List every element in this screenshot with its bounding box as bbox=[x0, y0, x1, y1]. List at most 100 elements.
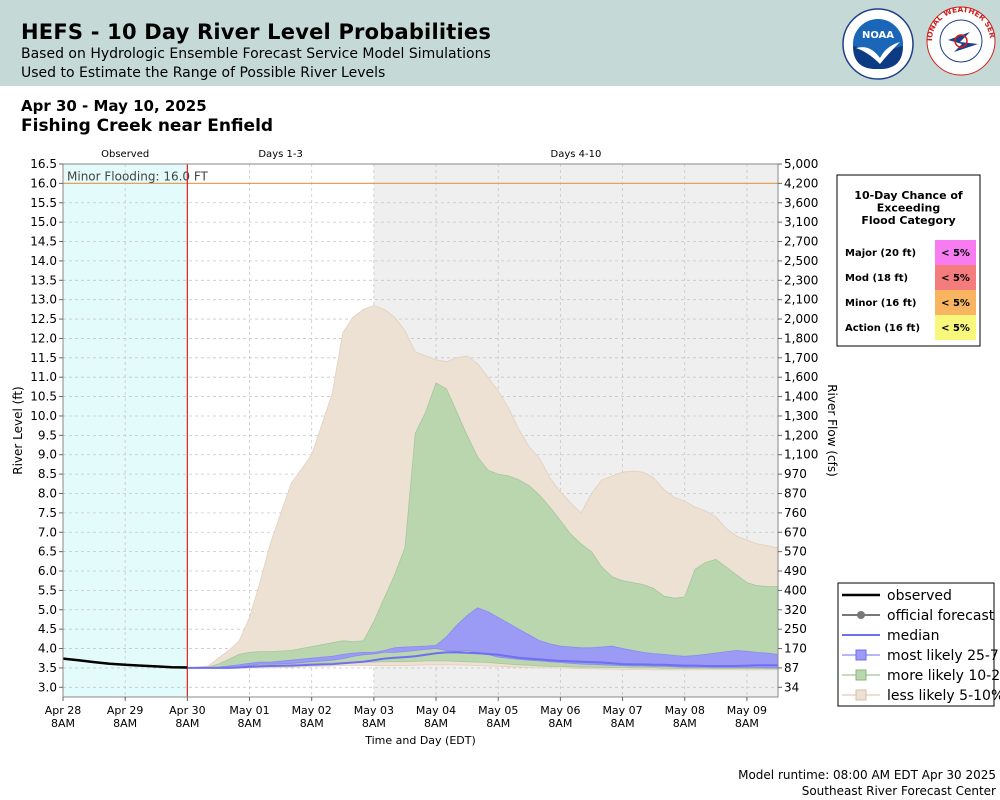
y2-tick-label: 1,400 bbox=[784, 390, 818, 404]
y-tick-label: 11.5 bbox=[30, 351, 57, 365]
x-tick-label: May 06 bbox=[540, 704, 580, 717]
exceed-swatch bbox=[935, 240, 976, 265]
forecast-center: Southeast River Forecast Center bbox=[801, 784, 996, 798]
x-tick-label: May 02 bbox=[292, 704, 332, 717]
y2-tick-label: 4,200 bbox=[784, 176, 818, 190]
y-tick-label: 7.0 bbox=[38, 525, 57, 539]
y-tick-label: 10.0 bbox=[30, 409, 57, 423]
x-axis-label: Time and Day (EDT) bbox=[364, 734, 476, 747]
y2-tick-label: 1,300 bbox=[784, 409, 818, 423]
legend-item-label: observed bbox=[887, 588, 952, 604]
x-tick-sublabel: 8AM bbox=[673, 717, 697, 730]
y2-tick-label: 3,100 bbox=[784, 215, 818, 229]
exceed-row-value: < 5% bbox=[941, 273, 970, 284]
x-tick-label: May 03 bbox=[354, 704, 394, 717]
y-tick-label: 16.5 bbox=[30, 157, 57, 171]
x-tick-sublabel: 8AM bbox=[51, 717, 75, 730]
y-tick-label: 12.0 bbox=[30, 331, 57, 345]
y2-tick-label: 87 bbox=[784, 661, 799, 675]
legend-swatch-box bbox=[855, 669, 867, 681]
y2-tick-label: 1,200 bbox=[784, 428, 818, 442]
y-tick-label: 15.0 bbox=[30, 215, 57, 229]
y-tick-label: 10.5 bbox=[30, 390, 57, 404]
y2-tick-label: 2,100 bbox=[784, 293, 818, 307]
x-tick-label: May 04 bbox=[416, 704, 456, 717]
y-tick-label: 3.0 bbox=[38, 680, 57, 694]
y-tick-label: 12.5 bbox=[30, 312, 57, 326]
y-tick-label: 5.0 bbox=[38, 603, 57, 617]
y-tick-label: 9.0 bbox=[38, 448, 57, 462]
station-name: Fishing Creek near Enfield bbox=[21, 116, 274, 136]
y2-tick-label: 320 bbox=[784, 603, 807, 617]
chart-legend: observed official forecast median most like… bbox=[837, 582, 1000, 707]
x-tick-label: Apr 28 bbox=[45, 704, 82, 717]
y2-tick-label: 2,000 bbox=[784, 312, 818, 326]
y-tick-label: 14.5 bbox=[30, 235, 57, 249]
y-tick-label: 4.0 bbox=[38, 642, 57, 656]
x-tick-label: May 08 bbox=[665, 704, 705, 717]
noaa-logo: NOAA bbox=[842, 8, 914, 80]
x-tick-sublabel: 8AM bbox=[735, 717, 759, 730]
exceed-table-title: Exceeding bbox=[877, 202, 940, 215]
exceed-row-label: Minor (16 ft) bbox=[845, 298, 916, 309]
exceed-row-value: < 5% bbox=[941, 248, 970, 259]
y-tick-label: 4.5 bbox=[38, 622, 57, 636]
y2-tick-label: 570 bbox=[784, 545, 807, 559]
y2-tick-label: 1,600 bbox=[784, 370, 818, 384]
y-tick-label: 15.5 bbox=[30, 196, 57, 210]
y2-tick-label: 2,500 bbox=[784, 254, 818, 268]
y2-tick-label: 1,800 bbox=[784, 331, 818, 345]
y-axis-label: River Level (ft) bbox=[11, 386, 25, 474]
period-label: Days 1-3 bbox=[258, 149, 302, 160]
legend-box bbox=[837, 582, 995, 707]
x-tick-sublabel: 8AM bbox=[238, 717, 262, 730]
exceed-row-value: < 5% bbox=[941, 298, 970, 309]
y2-tick-label: 2,300 bbox=[784, 273, 818, 287]
page-subtitle-2: Used to Estimate the Range of Possible R… bbox=[21, 65, 386, 81]
x-tick-label: May 01 bbox=[229, 704, 269, 717]
y-tick-label: 3.5 bbox=[38, 661, 57, 675]
y2-tick-label: 970 bbox=[784, 467, 807, 481]
observed-line bbox=[62, 657, 188, 669]
flood-line-label: Minor Flooding: 16.0 FT bbox=[67, 169, 209, 183]
header-banner: HEFS - 10 Day River Level Probabilities … bbox=[0, 0, 1000, 86]
legend-item-label: official forecast bbox=[887, 608, 995, 624]
plot-frame bbox=[62, 163, 779, 698]
y2-tick-label: 1,100 bbox=[784, 448, 818, 462]
x-tick-sublabel: 8AM bbox=[175, 717, 199, 730]
y-tick-label: 8.0 bbox=[38, 486, 57, 500]
legend-item-label: median bbox=[887, 628, 939, 644]
model-runtime: Model runtime: 08:00 AM EDT Apr 30 2025 bbox=[738, 768, 996, 782]
page-title: HEFS - 10 Day River Level Probabilities bbox=[21, 20, 492, 44]
exceed-swatch bbox=[935, 315, 976, 340]
x-tick-sublabel: 8AM bbox=[362, 717, 386, 730]
page-subtitle: Based on Hydrologic Ensemble Forecast Se… bbox=[21, 46, 491, 62]
y-tick-label: 14.0 bbox=[30, 254, 57, 268]
y-tick-label: 9.5 bbox=[38, 428, 57, 442]
x-tick-label: Apr 29 bbox=[107, 704, 144, 717]
exceed-table-title: 10-Day Chance of bbox=[854, 189, 963, 202]
y2-tick-label: 870 bbox=[784, 486, 807, 500]
y2-tick-label: 3,600 bbox=[784, 196, 818, 210]
legend-item-label: less likely 5-10% bbox=[887, 688, 1000, 704]
exceed-row-value: < 5% bbox=[941, 323, 970, 334]
y2-tick-label: 490 bbox=[784, 564, 807, 578]
legend-swatch-box bbox=[855, 689, 867, 701]
noaa-logo-text: NOAA bbox=[862, 30, 894, 41]
exceed-row-label: Major (20 ft) bbox=[845, 248, 916, 259]
nws-logo: NATIONAL WEATHER SERVICE bbox=[926, 4, 996, 76]
x-tick-label: May 05 bbox=[478, 704, 518, 717]
exceed-row-label: Action (16 ft) bbox=[845, 323, 920, 334]
y-tick-label: 5.5 bbox=[38, 583, 57, 597]
y-tick-label: 13.5 bbox=[30, 273, 57, 287]
legend-swatch-official-dot bbox=[857, 611, 865, 619]
x-tick-label: Apr 30 bbox=[169, 704, 206, 717]
period-label: Days 4-10 bbox=[551, 149, 602, 160]
y2-tick-label: 250 bbox=[784, 622, 807, 636]
x-tick-sublabel: 8AM bbox=[424, 717, 448, 730]
x-tick-label: May 09 bbox=[727, 704, 767, 717]
y-tick-label: 11.0 bbox=[30, 370, 57, 384]
y-tick-label: 13.0 bbox=[30, 293, 57, 307]
x-tick-sublabel: 8AM bbox=[486, 717, 510, 730]
